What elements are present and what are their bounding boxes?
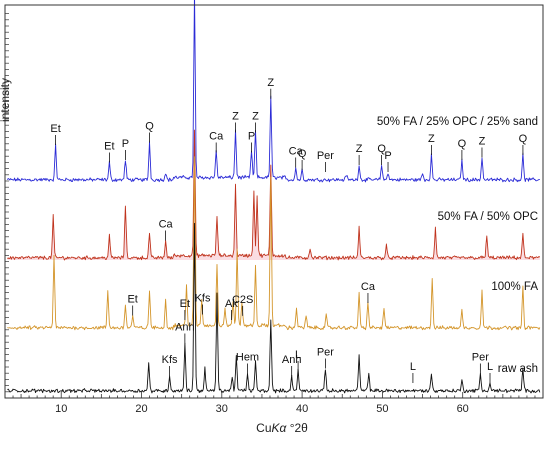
peak-label-3-0: Kfs — [162, 354, 178, 366]
peak-label-0-17: Q — [458, 138, 467, 150]
peak-label-0-13: Z — [356, 143, 363, 155]
axes: intensity CuKα °2θ 10 20 30 40 50 60 — [0, 4, 544, 435]
peak-label-0-14: Q — [377, 143, 386, 155]
peak-label-2-0: Et — [127, 294, 137, 306]
peak-label-3-8: L — [487, 361, 493, 373]
series-line-3 — [7, 222, 541, 394]
series-line-2 — [7, 156, 541, 331]
peak-label-3-1: Anh — [175, 322, 195, 334]
peak-label-0-9: Z — [267, 77, 274, 89]
peak-label-0-11: Q — [298, 148, 307, 160]
series-label-1: 50% FA / 50% OPC — [438, 211, 538, 223]
series-line-1 — [7, 129, 541, 261]
plot-area: 50% FA / 25% OPC / 25% sandEtEtPQQCaZPZZ… — [7, 0, 541, 394]
x-tick-label: 20 — [135, 403, 147, 415]
y-axis-title: intensity — [0, 78, 12, 122]
peak-label-1-0: Ca — [159, 219, 174, 231]
peak-label-0-16: Z — [428, 133, 435, 145]
series-label-0: 50% FA / 25% OPC / 25% sand — [377, 116, 538, 128]
series-line-0 — [7, 0, 540, 183]
x-tick-label: 10 — [55, 403, 67, 415]
peak-label-0-12: Per — [317, 150, 334, 162]
peak-label-0-5: Ca — [209, 131, 224, 143]
peak-label-3-3: Anh — [282, 354, 302, 366]
peak-label-2-2: Kfs — [195, 293, 211, 305]
peak-label-2-5: Ca — [361, 281, 376, 293]
peak-label-0-10: Ca — [289, 146, 304, 158]
peak-label-2-1: Et — [180, 298, 190, 310]
peak-label-0-6: Z — [232, 111, 239, 123]
peak-label-0-1: Et — [104, 141, 114, 153]
peak-label-0-15: P — [384, 150, 391, 162]
peak-label-3-7: Per — [472, 352, 489, 364]
x-axis-title-prefix: Cu — [256, 421, 271, 435]
series-fill-1 — [7, 130, 540, 260]
peak-label-0-2: P — [122, 138, 129, 150]
peak-label-0-0: Et — [50, 123, 60, 135]
peak-label-3-2: Hem — [236, 352, 259, 364]
peak-label-0-7: P — [248, 130, 255, 142]
plot-frame — [4, 4, 544, 399]
peak-label-0-3: Q — [145, 121, 154, 133]
peak-label-3-5: Per — [317, 347, 334, 359]
peak-label-2-4: C2S — [232, 294, 253, 306]
series-label-3: raw ash — [498, 363, 538, 375]
x-axis-title-suffix: °2θ — [286, 421, 308, 435]
peak-label-3-6: L — [410, 361, 416, 373]
peak-label-3-4: L — [295, 349, 301, 361]
x-tick-label: 60 — [457, 403, 469, 415]
x-tick-label: 30 — [216, 403, 228, 415]
x-tick-label: 50 — [376, 403, 388, 415]
x-axis-title: CuKα °2θ — [256, 421, 308, 435]
series-label-2: 100% FA — [491, 281, 538, 293]
peak-label-2-3: Ak — [225, 298, 238, 310]
x-tick-label: 40 — [296, 403, 308, 415]
peak-label-0-19: Q — [519, 133, 528, 145]
peak-label-0-18: Z — [479, 136, 486, 148]
peak-label-0-8: Z — [252, 110, 259, 122]
x-axis-title-italic: Kα — [272, 421, 288, 435]
